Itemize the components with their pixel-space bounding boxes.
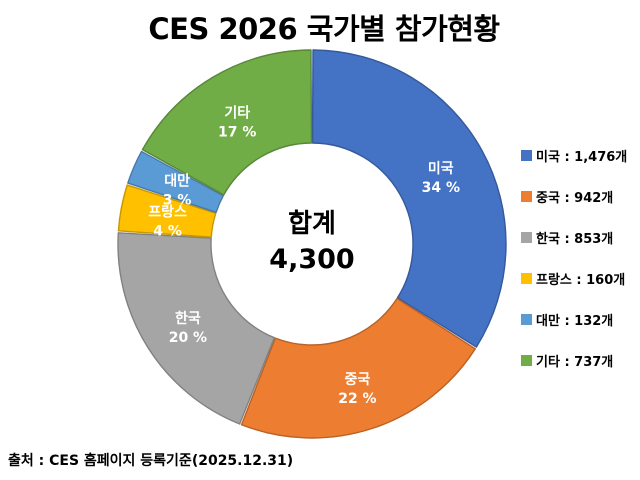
legend-item-others: 기타 : 737개 xyxy=(521,351,627,370)
legend-label-taiwan: 대만 : 132개 xyxy=(536,314,614,329)
slice-label-taiwan: 대만 3 % xyxy=(163,174,192,209)
legend-marker-china xyxy=(521,191,532,202)
donut-slice-taiwan xyxy=(127,150,224,213)
legend-marker-others xyxy=(521,355,532,366)
legend-marker-taiwan xyxy=(521,314,532,325)
donut-slice-others xyxy=(141,49,313,196)
chart-title: CES 2026 국가별 참가현황 xyxy=(148,12,500,46)
legend-item-korea: 한국 : 853개 xyxy=(521,228,627,247)
donut-slice-china xyxy=(240,297,476,439)
legend-item-usa: 미국 : 1,476개 xyxy=(521,146,627,165)
center-total-value: 4,300 xyxy=(269,244,354,275)
slice-label-korea: 한국 20 % xyxy=(169,311,207,346)
center-total-title: 합계 xyxy=(288,209,336,239)
legend-item-china: 중국 : 942개 xyxy=(521,187,627,206)
legend-label-usa: 미국 : 1,476개 xyxy=(536,150,628,165)
slice-label-usa: 미국 34 % xyxy=(422,161,460,196)
source-note: 출처 : CES 홈페이지 등록기준(2025.12.31) xyxy=(8,453,294,469)
donut-slice-labels: 미국 34 % 중국 22 % 한국 20 % 프랑스 4 %대만 3 % 기타 17 % xyxy=(148,106,460,407)
donut-slice-usa xyxy=(311,49,507,348)
slice-label-china: 중국 22 % xyxy=(338,372,376,407)
legend-marker-france xyxy=(521,273,532,284)
legend-marker-usa xyxy=(521,150,532,161)
donut-slice-france xyxy=(117,184,217,238)
legend-label-others: 기타 : 737개 xyxy=(536,355,614,370)
slice-label-france: 프랑스 4 % xyxy=(148,205,187,240)
legend-label-korea: 한국 : 853개 xyxy=(536,232,614,247)
legend-label-china: 중국 : 942개 xyxy=(536,191,614,206)
donut-slices xyxy=(117,49,507,439)
legend-item-taiwan: 대만 : 132개 xyxy=(521,310,627,329)
legend-item-france: 프랑스 : 160개 xyxy=(521,269,627,288)
legend-label-france: 프랑스 : 160개 xyxy=(536,273,626,288)
donut-slice-korea xyxy=(117,232,276,425)
legend-marker-korea xyxy=(521,232,532,243)
slice-label-others: 기타 17 % xyxy=(218,106,256,141)
